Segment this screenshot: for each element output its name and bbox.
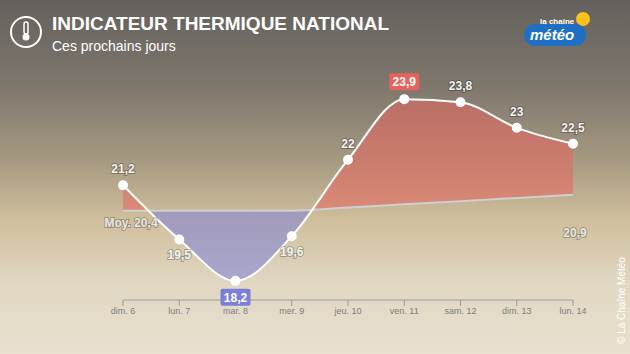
svg-text:mer. 9: mer. 9 [279,306,304,316]
svg-text:jeu. 10: jeu. 10 [333,306,361,316]
svg-text:23: 23 [510,105,524,119]
svg-text:dim. 6: dim. 6 [111,306,136,316]
svg-text:19,5: 19,5 [168,248,192,262]
svg-text:19,6: 19,6 [280,245,304,259]
svg-text:23,8: 23,8 [449,79,473,93]
html-text:Ces prochains jours: Ces prochains jours [52,38,176,54]
svg-text:20,9: 20,9 [563,226,587,240]
svg-text:lun. 14: lun. 14 [559,306,586,316]
svg-text:23,9: 23,9 [393,75,417,89]
svg-text:Moy. 20,4: Moy. 20,4 [104,216,157,230]
svg-text:sam. 12: sam. 12 [444,306,476,316]
html-text:INDICATEUR THERMIQUE NATIONAL: INDICATEUR THERMIQUE NATIONAL [52,13,390,34]
svg-text:18,2: 18,2 [224,291,248,305]
svg-text:mar. 8: mar. 8 [223,306,248,316]
html-text:© La Chaîne Météo: © La Chaîne Météo [616,257,627,344]
html-text:la chaîne: la chaîne [540,17,575,26]
svg-text:22: 22 [341,137,355,151]
svg-text:lun. 7: lun. 7 [168,306,190,316]
svg-text:dim. 13: dim. 13 [502,306,532,316]
svg-text:ven. 11: ven. 11 [390,306,419,316]
html-text:météo: météo [530,26,575,43]
svg-text:22,5: 22,5 [561,121,585,135]
svg-text:21,2: 21,2 [111,162,135,176]
